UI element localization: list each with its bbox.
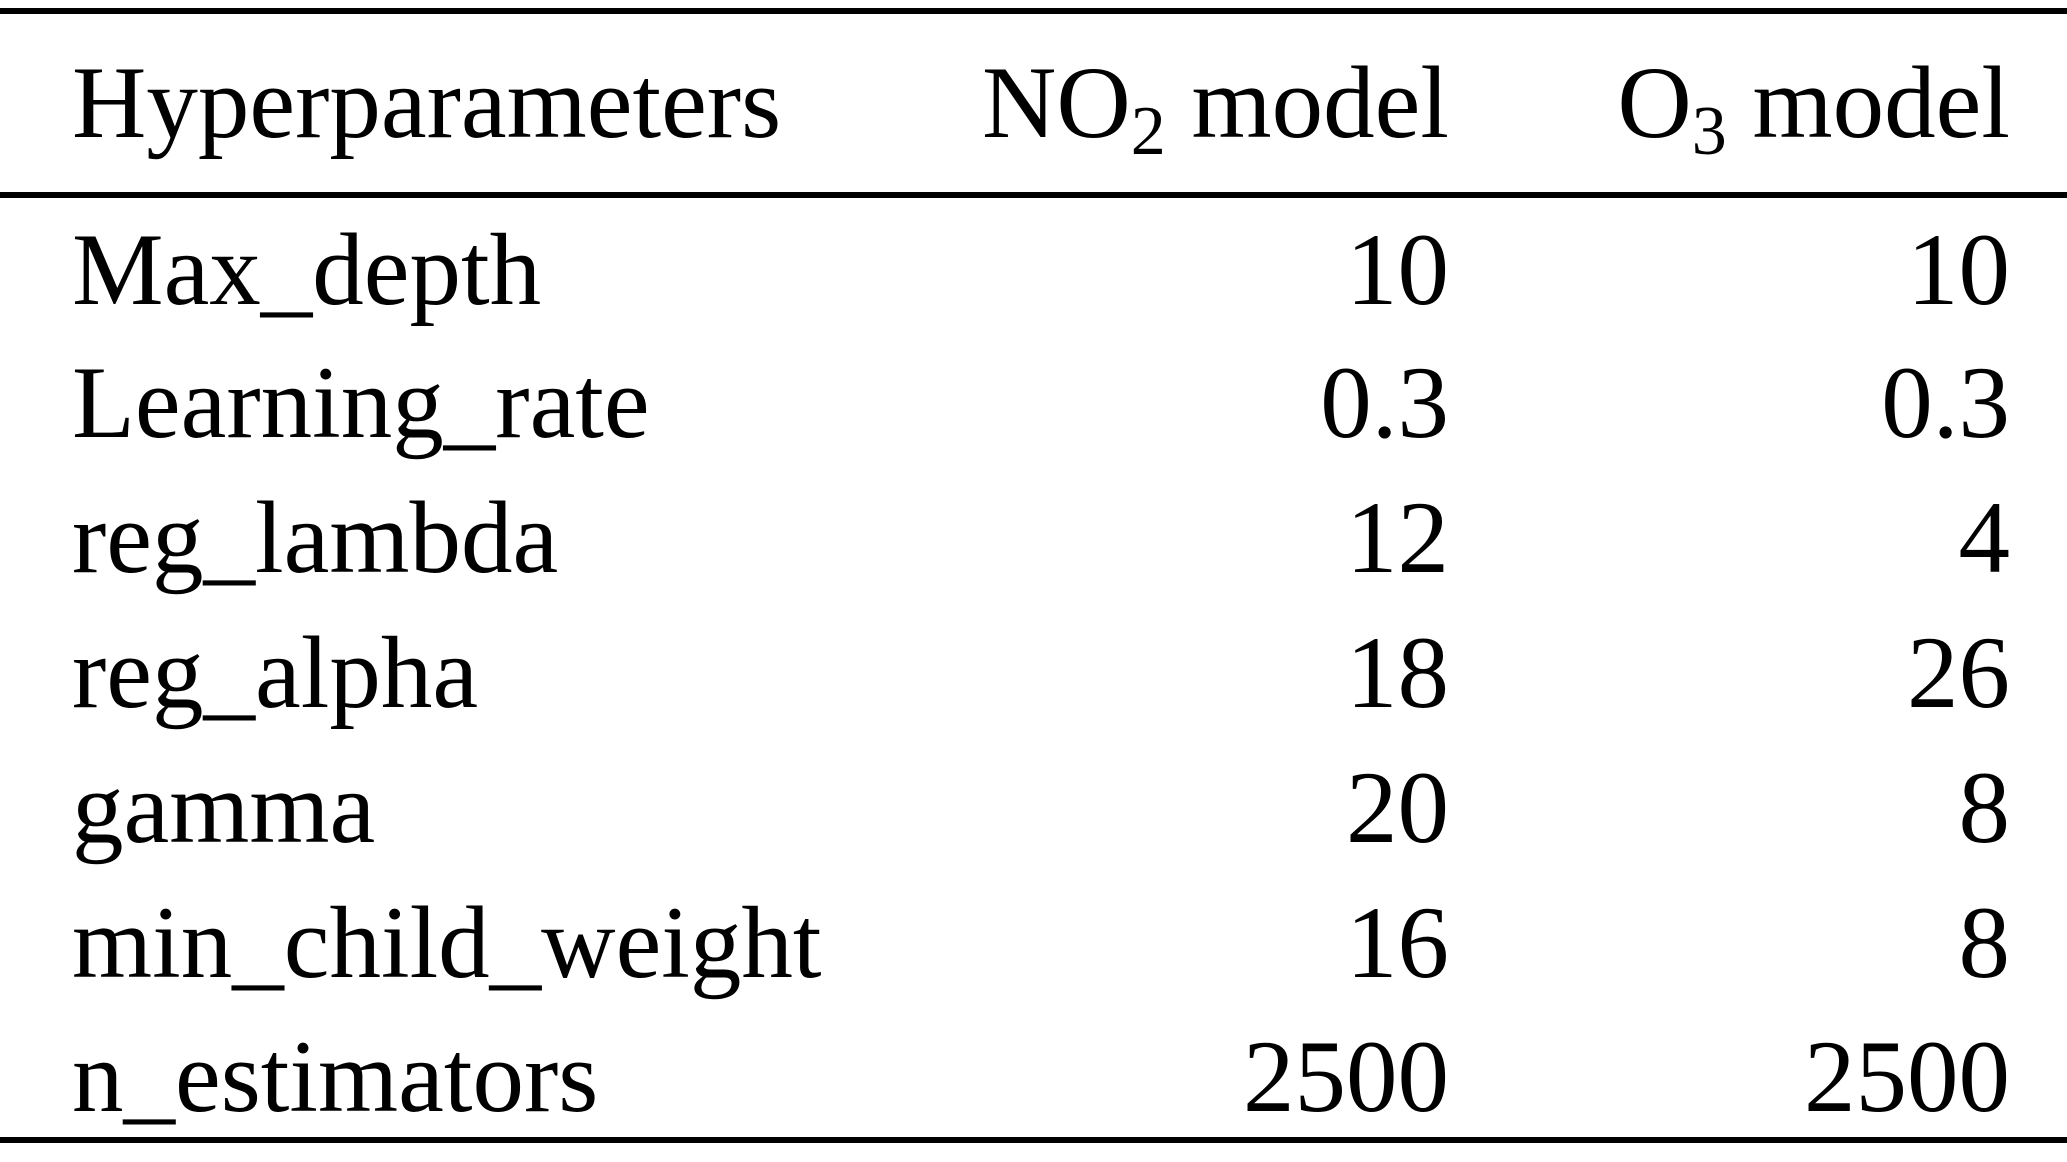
hyperparameters-table: Hyperparameters NO2 model O3 model Max_d… <box>0 8 2067 1143</box>
table-row: min_child_weight 16 8 <box>0 870 2067 1005</box>
o3-value-cell: 26 <box>1907 616 2010 731</box>
no2-value-cell: 10 <box>1346 212 1449 327</box>
o3-value-cell: 4 <box>1958 481 2011 596</box>
table-row: reg_lambda 12 4 <box>0 465 2067 600</box>
param-name-cell: reg_lambda <box>72 481 559 596</box>
param-name-cell: min_child_weight <box>72 886 822 1001</box>
o3-label-suffix: model <box>1726 45 2010 160</box>
o3-label-base: O <box>1617 45 1692 160</box>
no2-label-base: NO <box>982 45 1131 160</box>
table-header: Hyperparameters NO2 model O3 model <box>0 11 2067 195</box>
param-name-cell: Learning_rate <box>72 346 650 461</box>
param-name-cell: n_estimators <box>72 1019 599 1134</box>
o3-value-cell: 8 <box>1958 886 2011 1001</box>
param-name-cell: gamma <box>72 751 376 866</box>
o3-value-cell: 2500 <box>1804 1019 2010 1134</box>
no2-label-subscript: 2 <box>1130 93 1166 171</box>
no2-label-suffix: model <box>1165 45 1449 160</box>
o3-value-cell: 0.3 <box>1881 346 2010 461</box>
no2-value-cell: 0.3 <box>1320 346 1449 461</box>
header-hyperparameters: Hyperparameters <box>72 45 782 160</box>
o3-label-subscript: 3 <box>1691 93 1727 171</box>
no2-value-cell: 18 <box>1346 616 1449 731</box>
table-row: Learning_rate 0.3 0.3 <box>0 330 2067 465</box>
param-name-cell: reg_alpha <box>72 616 479 731</box>
table-row: reg_alpha 18 26 <box>0 600 2067 735</box>
no2-value-cell: 12 <box>1346 481 1449 596</box>
header-o3-model: O3 model <box>1458 11 2067 195</box>
table-row: n_estimators 2500 2500 <box>0 1005 2067 1140</box>
o3-value-cell: 8 <box>1958 751 2011 866</box>
param-name-cell: Max_depth <box>72 212 542 327</box>
table-body: Max_depth 10 10 Learning_rate 0.3 0.3 re… <box>0 195 2067 1140</box>
table-row: gamma 20 8 <box>0 735 2067 870</box>
header-row: Hyperparameters NO2 model O3 model <box>0 11 2067 195</box>
no2-value-cell: 16 <box>1346 886 1449 1001</box>
header-no2-model: NO2 model <box>900 11 1458 195</box>
table-row: Max_depth 10 10 <box>0 195 2067 330</box>
no2-value-cell: 2500 <box>1243 1019 1449 1134</box>
no2-value-cell: 20 <box>1346 751 1449 866</box>
o3-value-cell: 10 <box>1907 212 2010 327</box>
